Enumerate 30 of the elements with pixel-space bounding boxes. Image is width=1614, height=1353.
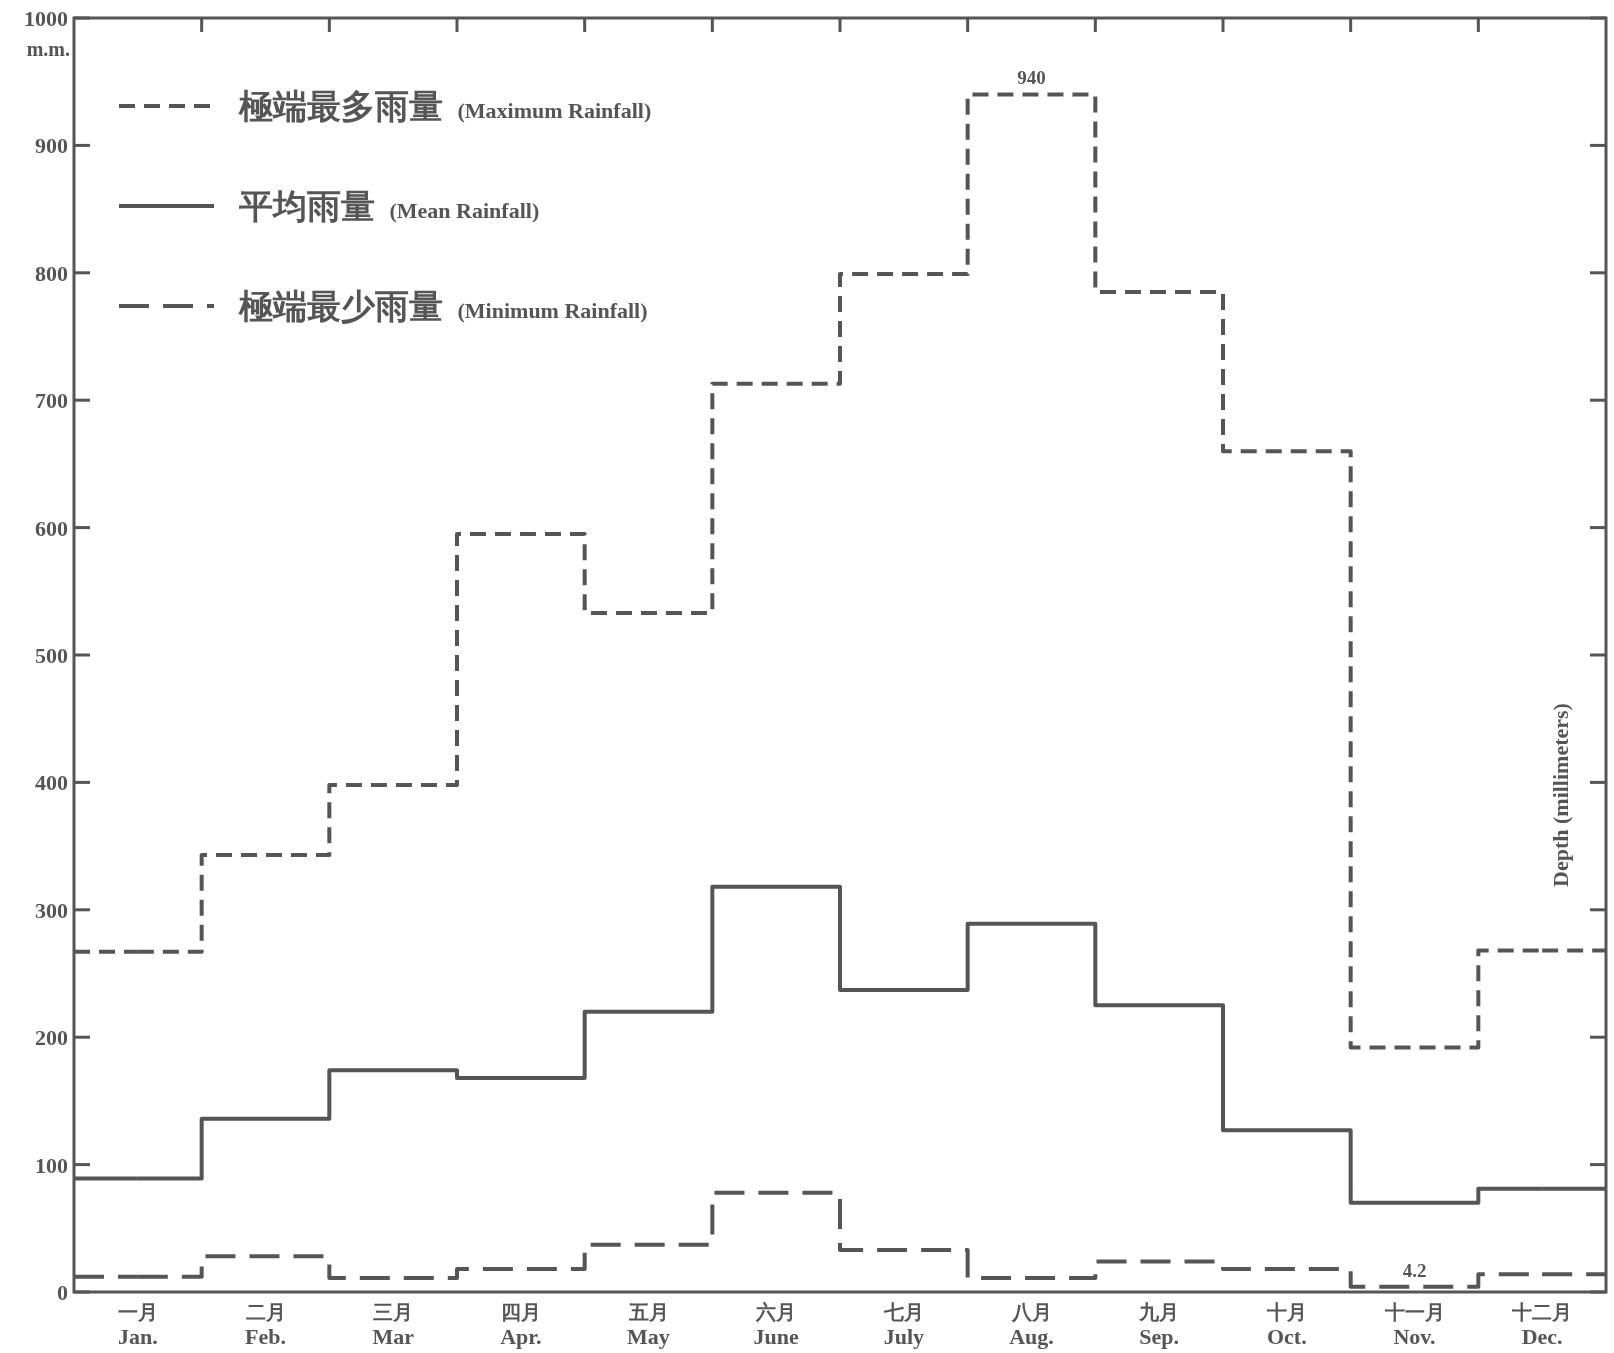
text: m.m. [26, 38, 70, 60]
y-tick-label: 400 [35, 770, 68, 796]
x-tick-label: 四月 Apr. [500, 1301, 542, 1349]
x-tick-label: 九月 Sep. [1138, 1301, 1180, 1349]
x-tick-label: 十一月 Nov. [1383, 1301, 1445, 1349]
y-tick-label: 500 [35, 643, 68, 668]
legend-label: 極端最多雨量 (Maximum Rainfall) [238, 88, 652, 125]
x-tick-label: 二月 Feb. [245, 1301, 286, 1349]
y-tick-label: 300 [35, 897, 68, 923]
y-tick-label: 200 [35, 1025, 68, 1051]
y-tick-label: 900 [35, 133, 68, 159]
x-tick-label: 七月 July [882, 1301, 925, 1349]
y-tick-label: 100 [35, 1152, 68, 1178]
y-axis-title: Depth (millimeters) [1548, 703, 1573, 887]
x-tick-label: 十月 Oct. [1265, 1301, 1307, 1349]
x-tick-label: 五月 May [627, 1301, 670, 1349]
y-tick-label: 700 [35, 388, 68, 414]
y-tick-label: 1000 [24, 6, 68, 31]
y-tick-label: 600 [35, 515, 68, 541]
y-tick-label: 0 [57, 1280, 68, 1305]
x-tick-label: 十二月 Dec. [1511, 1301, 1573, 1349]
x-tick-label: 三月 Mar [372, 1301, 415, 1349]
legend-label: 平均雨量 (Mean Rainfall) [238, 188, 540, 225]
data-label: 940 [1017, 67, 1046, 89]
x-tick-label: 八月 Aug. [1009, 1301, 1054, 1349]
x-tick-label: 一月 Jan. [117, 1301, 158, 1349]
x-tick-label: 六月 June [753, 1301, 800, 1349]
data-label: 4.2 [1402, 1259, 1427, 1281]
legend-label: 極端最少雨量 (Minimum Rainfall) [238, 288, 648, 325]
y-tick-label: 800 [35, 260, 68, 286]
